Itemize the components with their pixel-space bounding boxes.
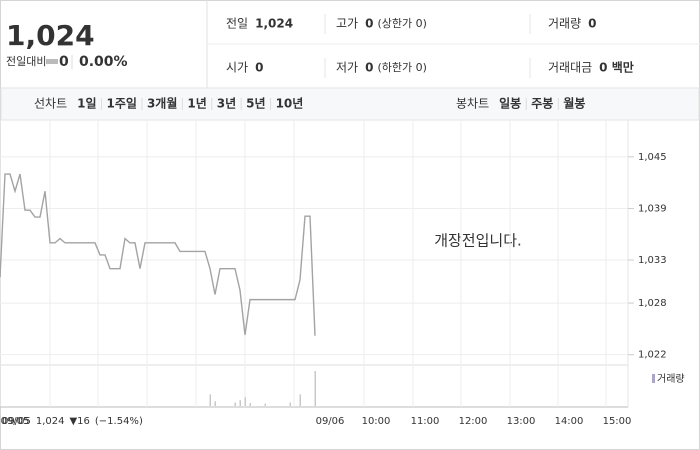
volume-bar xyxy=(289,402,291,406)
tab[interactable]: 3개월 xyxy=(147,96,177,111)
info-label: 고가 xyxy=(336,17,358,31)
volume-bar xyxy=(264,403,266,406)
info-value: 0 xyxy=(365,61,373,75)
price-line xyxy=(0,173,316,336)
legend-swatch xyxy=(652,374,655,383)
price: 1,024 xyxy=(6,19,95,52)
tab-group-label: 선차트 xyxy=(34,97,67,111)
summary-rate: (−1.54%) xyxy=(95,416,143,427)
tab[interactable]: 10년 xyxy=(276,97,304,111)
volume-bar xyxy=(249,403,251,406)
volume-bar xyxy=(299,394,301,406)
info-label: 시가 xyxy=(226,61,248,75)
volume-bar xyxy=(234,402,236,406)
info-value: 1,024 xyxy=(255,17,293,31)
x-tick-label: 12:00 xyxy=(459,416,488,427)
summary-date: 09/05 xyxy=(2,416,31,427)
market-message: 개장전입니다. xyxy=(434,232,522,250)
tab[interactable]: 3년 xyxy=(217,97,236,111)
info-label: 거래대금 xyxy=(548,61,592,75)
volume-bar xyxy=(214,401,216,406)
tab[interactable]: 월봉 xyxy=(563,96,585,111)
x-tick-label: 09/06 xyxy=(316,416,345,427)
y-tick-label: 1,039 xyxy=(638,203,667,214)
tab-bar xyxy=(0,87,700,121)
change: 0 xyxy=(59,54,69,70)
volume-bar xyxy=(244,397,246,406)
tab[interactable]: 일봉 xyxy=(499,97,521,111)
info-value: 0 xyxy=(588,17,596,31)
tab[interactable]: 주봉 xyxy=(531,97,553,111)
legend-label: 거래량 xyxy=(657,373,685,385)
x-tick-label: 10:00 xyxy=(362,416,391,427)
summary-change: ▼16 xyxy=(69,416,89,427)
tab[interactable]: 1일 xyxy=(77,97,96,111)
info-label: 전일 xyxy=(226,17,248,31)
x-tick-label: 09/05 xyxy=(1,416,30,427)
y-tick-label: 1,028 xyxy=(638,298,667,309)
info-label: 거래량 xyxy=(548,17,581,31)
volume-bar xyxy=(239,400,241,406)
change-rate: 0.00% xyxy=(79,54,128,70)
x-tick-label: 13:00 xyxy=(507,416,536,427)
y-tick-label: 1,022 xyxy=(638,350,667,361)
y-tick-label: 1,045 xyxy=(638,152,667,163)
tab-group-label: 봉차트 xyxy=(456,97,489,111)
y-tick-label: 1,033 xyxy=(638,255,667,266)
info-note: (상한가 0) xyxy=(377,17,426,30)
x-tick-label: 15:00 xyxy=(603,416,632,427)
info-value: 0 xyxy=(365,17,373,31)
change-label: 전일대비 xyxy=(6,54,46,68)
volume-bar xyxy=(314,371,316,406)
info-value: 0 xyxy=(255,61,263,75)
summary-close: 1,024 xyxy=(36,416,65,427)
info-note: (하한가 0) xyxy=(377,60,426,74)
info-label: 저가 xyxy=(336,61,358,75)
info-value: 0 백만 xyxy=(599,60,634,75)
tab[interactable]: 5년 xyxy=(246,97,265,111)
x-tick-label: 11:00 xyxy=(411,416,440,427)
tab[interactable]: 1주일 xyxy=(107,97,137,111)
volume-bar xyxy=(209,394,211,406)
flat-icon xyxy=(46,59,58,64)
tab[interactable]: 1년 xyxy=(187,97,206,111)
x-tick-label: 14:00 xyxy=(555,416,584,427)
